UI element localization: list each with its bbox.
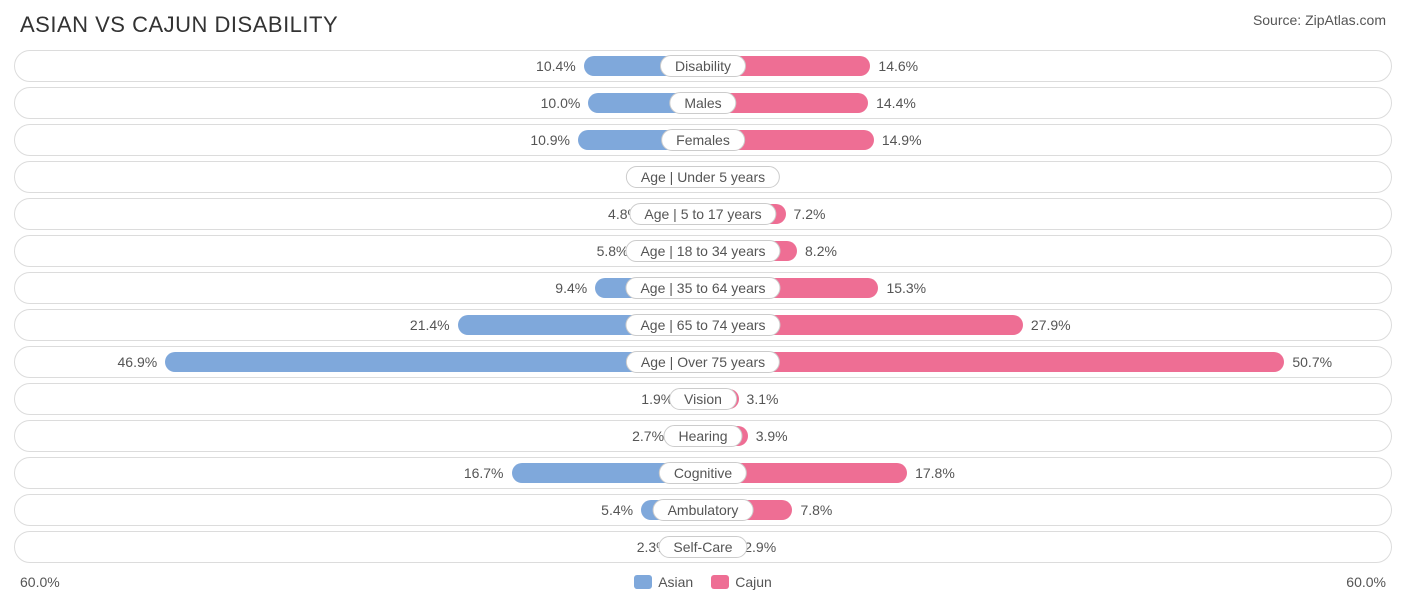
pct-asian: 10.4% (536, 58, 576, 74)
pct-asian: 5.8% (597, 243, 629, 259)
row-category-label: Self-Care (658, 536, 747, 558)
row-category-label: Age | 65 to 74 years (625, 314, 780, 336)
chart-header: ASIAN VS CAJUN DISABILITY Source: ZipAtl… (0, 0, 1406, 46)
legend-swatch (711, 575, 729, 589)
row-half-left: 10.9% (15, 125, 703, 155)
pct-asian: 2.7% (632, 428, 664, 444)
pct-asian: 9.4% (555, 280, 587, 296)
pct-asian: 10.0% (541, 95, 581, 111)
row-category-label: Males (669, 92, 736, 114)
pct-cajun: 2.9% (744, 539, 776, 555)
pct-cajun: 14.4% (876, 95, 916, 111)
chart-row: 1.1%1.6%Age | Under 5 years (14, 161, 1392, 193)
row-half-right: 3.1% (703, 384, 1391, 414)
row-category-label: Hearing (663, 425, 742, 447)
pct-asian: 10.9% (530, 132, 570, 148)
diverging-bar-chart: 10.4% 14.6% Disability 10.0% 14.4% Males 10.9%… (0, 46, 1406, 572)
row-half-left: 4.8% (15, 199, 703, 229)
axis-max-left: 60.0% (20, 574, 60, 590)
row-half-right: 2.9% (703, 532, 1391, 562)
pct-cajun: 7.2% (794, 206, 826, 222)
pct-asian: 46.9% (118, 354, 158, 370)
row-half-left: 10.4% (15, 51, 703, 81)
row-half-left: 5.4% (15, 495, 703, 525)
row-half-right: 1.6% (703, 162, 1391, 192)
legend-item: Cajun (711, 574, 772, 590)
chart-row: 21.4% 27.9% Age | 65 to 74 years (14, 309, 1392, 341)
row-half-left: 5.8% (15, 236, 703, 266)
chart-row: 10.9% 14.9% Females (14, 124, 1392, 156)
row-half-left: 1.9% (15, 384, 703, 414)
pct-cajun: 7.8% (800, 502, 832, 518)
chart-row: 10.4% 14.6% Disability (14, 50, 1392, 82)
row-half-left: 10.0% (15, 88, 703, 118)
legend-label: Asian (658, 574, 693, 590)
chart-row: 9.4% 15.3% Age | 35 to 64 years (14, 272, 1392, 304)
chart-row: 1.9% 3.1% Vision (14, 383, 1392, 415)
axis-max-right: 60.0% (1346, 574, 1386, 590)
row-half-right: 7.8% (703, 495, 1391, 525)
bar-cajun (703, 352, 1284, 372)
row-category-label: Cognitive (659, 462, 747, 484)
pct-cajun: 27.9% (1031, 317, 1071, 333)
row-half-right: 14.9% (703, 125, 1391, 155)
chart-row: 16.7% 17.8% Cognitive (14, 457, 1392, 489)
pct-asian: 5.4% (601, 502, 633, 518)
row-half-left: 2.3% (15, 532, 703, 562)
chart-footer: 60.0% Asian Cajun 60.0% (0, 572, 1406, 600)
pct-asian: 21.4% (410, 317, 450, 333)
row-half-left: 16.7% (15, 458, 703, 488)
chart-source: Source: ZipAtlas.com (1253, 12, 1386, 28)
row-half-right: 50.7% (703, 347, 1391, 377)
pct-cajun: 17.8% (915, 465, 955, 481)
legend-label: Cajun (735, 574, 772, 590)
row-category-label: Age | Under 5 years (626, 166, 780, 188)
row-half-left: 46.9% (15, 347, 703, 377)
row-category-label: Females (661, 129, 745, 151)
row-half-right: 8.2% (703, 236, 1391, 266)
row-half-right: 14.4% (703, 88, 1391, 118)
pct-cajun: 3.1% (747, 391, 779, 407)
row-half-right: 27.9% (703, 310, 1391, 340)
row-category-label: Disability (660, 55, 746, 77)
row-half-left: 9.4% (15, 273, 703, 303)
chart-title: ASIAN VS CAJUN DISABILITY (20, 12, 338, 38)
pct-cajun: 15.3% (886, 280, 926, 296)
row-category-label: Age | Over 75 years (626, 351, 780, 373)
chart-row: 10.0% 14.4% Males (14, 87, 1392, 119)
legend-item: Asian (634, 574, 693, 590)
chart-row: 4.8% 7.2% Age | 5 to 17 years (14, 198, 1392, 230)
row-category-label: Vision (669, 388, 737, 410)
row-category-label: Age | 18 to 34 years (625, 240, 780, 262)
row-half-right: 7.2% (703, 199, 1391, 229)
row-half-right: 14.6% (703, 51, 1391, 81)
pct-cajun: 14.6% (878, 58, 918, 74)
bar-asian (165, 352, 703, 372)
legend: Asian Cajun (634, 574, 772, 590)
pct-cajun: 3.9% (756, 428, 788, 444)
row-half-left: 21.4% (15, 310, 703, 340)
chart-row: 2.7% 3.9% Hearing (14, 420, 1392, 452)
row-half-right: 15.3% (703, 273, 1391, 303)
chart-row: 2.3% 2.9%Self-Care (14, 531, 1392, 563)
row-category-label: Age | 5 to 17 years (629, 203, 776, 225)
row-half-right: 3.9% (703, 421, 1391, 451)
pct-cajun: 14.9% (882, 132, 922, 148)
row-half-left: 1.1% (15, 162, 703, 192)
row-half-right: 17.8% (703, 458, 1391, 488)
row-category-label: Ambulatory (653, 499, 754, 521)
chart-row: 5.8% 8.2% Age | 18 to 34 years (14, 235, 1392, 267)
chart-row: 46.9% 50.7% Age | Over 75 years (14, 346, 1392, 378)
chart-row: 5.4% 7.8% Ambulatory (14, 494, 1392, 526)
pct-cajun: 50.7% (1292, 354, 1332, 370)
pct-cajun: 8.2% (805, 243, 837, 259)
legend-swatch (634, 575, 652, 589)
pct-asian: 16.7% (464, 465, 504, 481)
row-half-left: 2.7% (15, 421, 703, 451)
row-category-label: Age | 35 to 64 years (625, 277, 780, 299)
